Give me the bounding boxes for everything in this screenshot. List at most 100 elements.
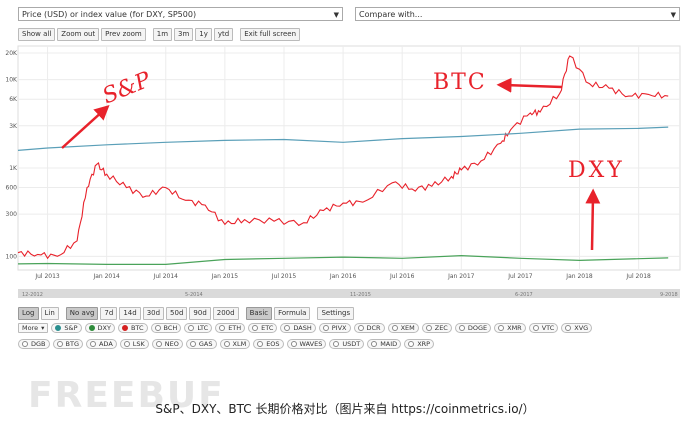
asset-toggle-waves[interactable]: WAVES [286, 339, 327, 349]
chart-grid [17, 45, 681, 271]
show-all-button[interactable]: Show all [18, 28, 56, 41]
exit-fullscreen-button[interactable]: Exit full screen [240, 28, 301, 41]
radio-dot-icon [458, 325, 465, 331]
asset-label: BTG [65, 340, 79, 348]
radio-dot-icon [371, 341, 378, 347]
formula-mode-button[interactable]: Formula [274, 307, 311, 320]
avg-200d-button[interactable]: 200d [212, 307, 239, 320]
zoom-controls: Show all Zoom out Prev zoom 1m 3m 1y ytd… [18, 28, 301, 41]
asset-toggle-dxy[interactable]: DXY [84, 323, 115, 333]
annotation-dxy: DXY [568, 158, 625, 183]
asset-label: PIVX [331, 324, 347, 332]
x-tick-label: Jul 2017 [507, 273, 533, 280]
asset-toggle-usdt[interactable]: USDT [329, 339, 365, 349]
asset-toggle-maid[interactable]: MAID [367, 339, 402, 349]
asset-toggle-vtc[interactable]: VTC [528, 323, 559, 333]
settings-button[interactable]: Settings [317, 307, 355, 320]
asset-label: NEO [164, 340, 179, 348]
asset-label: LSK [132, 340, 145, 348]
x-tick-label: Jan 2017 [447, 273, 475, 280]
series-line [17, 126, 669, 151]
y-tick-label: 6K [9, 96, 18, 103]
asset-toggle-zec[interactable]: ZEC [421, 323, 452, 333]
radio-dot-icon [498, 325, 505, 331]
x-tick-label: Jul 2015 [271, 273, 297, 280]
asset-toggle-etc[interactable]: ETC [248, 323, 278, 333]
chevron-down-icon: ▾ [41, 324, 45, 332]
x-tick-label: Jul 2018 [625, 273, 651, 280]
asset-toggle-xlm[interactable]: XLM [219, 339, 251, 349]
x-tick-label: Jan 2015 [211, 273, 239, 280]
asset-label: XLM [232, 340, 247, 348]
asset-toggle-pivx[interactable]: PIVX [318, 323, 351, 333]
navigator-label: 9-2018 [660, 292, 678, 298]
range-1y-button[interactable]: 1y [195, 28, 212, 41]
asset-label: LTC [197, 324, 209, 332]
asset-toggle-bch[interactable]: BCH [150, 323, 182, 333]
no-avg-button[interactable]: No avg [65, 307, 99, 320]
asset-toggle-ada[interactable]: ADA [85, 339, 117, 349]
asset-toggle-btg[interactable]: BTG [52, 339, 83, 349]
asset-toggle-dcr[interactable]: DCR [353, 323, 385, 333]
range-ytd-button[interactable]: ytd [213, 28, 234, 41]
asset-label: BTC [130, 324, 144, 332]
asset-toggle-xmr[interactable]: XMR [494, 323, 526, 333]
asset-toggle-doge[interactable]: DOGE [454, 323, 492, 333]
range-3m-button[interactable]: 3m [174, 28, 194, 41]
asset-toggle-btc[interactable]: BTC [117, 323, 148, 333]
avg-14d-button[interactable]: 14d [119, 307, 141, 320]
avg-90d-button[interactable]: 90d [189, 307, 211, 320]
avg-30d-button[interactable]: 30d [142, 307, 165, 320]
radio-dot-icon [391, 325, 398, 331]
radio-dot-icon [284, 325, 291, 331]
asset-label: MAID [380, 340, 398, 348]
avg-7d-button[interactable]: 7d [100, 307, 118, 320]
zoom-out-button[interactable]: Zoom out [57, 28, 100, 41]
asset-toggle-neo[interactable]: NEO [151, 339, 183, 349]
asset-toggle-dash[interactable]: DASH [280, 323, 316, 333]
asset-toggle-sp[interactable]: S&P [51, 323, 82, 333]
basic-mode-button[interactable]: Basic [245, 307, 273, 320]
radio-dot-icon [154, 325, 161, 331]
asset-toggles-row-2: DGB BTG ADA LSK NEO GAS XLM EOS WAVES USDT MAID XRP [18, 339, 435, 349]
y-tick-label: 20K [5, 50, 18, 57]
y-tick-label: 1K [9, 165, 18, 172]
asset-toggle-ltc[interactable]: LTC [184, 323, 213, 333]
asset-label: DGB [31, 340, 46, 348]
asset-label: ZEC [434, 324, 448, 332]
compare-select[interactable]: Compare with... ▼ [355, 7, 680, 21]
y-tick-label: 300 [6, 211, 18, 218]
asset-toggle-dgb[interactable]: DGB [18, 339, 50, 349]
asset-label: USDT [342, 340, 361, 348]
range-1m-button[interactable]: 1m [152, 28, 173, 41]
asset-label: GAS [198, 340, 213, 348]
asset-toggle-xvg[interactable]: XVG [561, 323, 593, 333]
asset-toggle-eth[interactable]: ETH [215, 323, 246, 333]
y-tick-label: 10K [5, 77, 18, 84]
navigator-labels: 12-2012 5-2014 11-2015 6-2017 9-2018 [22, 292, 678, 298]
prev-zoom-button[interactable]: Prev zoom [101, 28, 146, 41]
asset-toggle-gas[interactable]: GAS [185, 339, 217, 349]
asset-toggle-eos[interactable]: EOS [253, 339, 284, 349]
asset-toggle-xem[interactable]: XEM [387, 323, 419, 333]
asset-label: DCR [366, 324, 381, 332]
asset-toggle-lsk[interactable]: LSK [119, 339, 149, 349]
lin-scale-button[interactable]: Lin [40, 307, 59, 320]
radio-dot-icon [408, 341, 415, 347]
metric-select[interactable]: Price (USD) or index value (for DXY, SP5… [18, 7, 343, 21]
asset-toggle-xrp[interactable]: XRP [404, 339, 435, 349]
log-scale-button[interactable]: Log [18, 307, 39, 320]
asset-label: ETH [228, 324, 242, 332]
navigator-label: 12-2012 [22, 292, 43, 298]
figure-caption: S&P、DXY、BTC 长期价格对比（图片来自 https://coinmetr… [155, 402, 535, 416]
avg-50d-button[interactable]: 50d [166, 307, 188, 320]
asset-label: DASH [293, 324, 312, 332]
radio-dot-icon [189, 341, 196, 347]
radio-dot-icon [257, 341, 264, 347]
y-tick-label: 600 [6, 185, 18, 192]
y-tick-label: 3K [9, 123, 18, 130]
radio-dot-icon [333, 341, 340, 347]
radio-dot-icon [322, 325, 329, 331]
more-assets-select[interactable]: More ▾ [18, 323, 49, 333]
